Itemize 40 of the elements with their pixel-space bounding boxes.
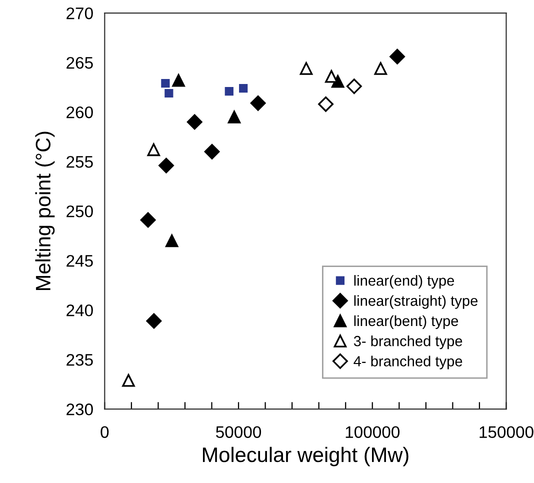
point [186, 114, 202, 130]
point [158, 158, 174, 174]
point [140, 212, 156, 228]
point [318, 96, 334, 112]
point [164, 88, 174, 98]
point [239, 84, 248, 93]
point [146, 313, 162, 329]
y-tick-label: 250 [66, 205, 93, 218]
y-tick-label: 255 [66, 156, 93, 168]
point [172, 74, 185, 87]
y-tick-label: 235 [66, 354, 93, 366]
point [300, 62, 313, 75]
point [204, 144, 220, 160]
point [224, 86, 234, 96]
legend-label: 4- branched type [354, 356, 462, 370]
point [390, 48, 405, 64]
legend-label: 3- branched type [354, 336, 462, 350]
point [228, 110, 241, 124]
x-axis-title: Molecular weight (Mw) [202, 446, 408, 466]
y-tick-label: 270 [66, 7, 93, 20]
y-tick-label: 265 [66, 56, 93, 69]
x-tick-label: 0 [100, 426, 109, 438]
point [122, 374, 135, 387]
y-tick-label: 245 [66, 254, 93, 267]
point [165, 234, 178, 248]
y-axis-title: Melting point (°C) [35, 132, 55, 290]
point [374, 62, 388, 75]
point [161, 79, 170, 88]
legend-label: linear(end) type [354, 275, 454, 289]
point [250, 95, 266, 111]
point [346, 78, 362, 94]
legend-label: linear(straight) type [354, 295, 478, 309]
point [147, 143, 160, 156]
x-tick-label: 50000 [216, 426, 262, 438]
legend-label: linear(bent) type [354, 315, 458, 329]
x-tick-label: 100000 [346, 426, 400, 438]
y-tick-label: 240 [66, 304, 93, 316]
y-tick-label: 230 [66, 404, 93, 416]
x-tick-label: 150000 [480, 426, 534, 438]
y-tick-label: 260 [66, 106, 93, 118]
